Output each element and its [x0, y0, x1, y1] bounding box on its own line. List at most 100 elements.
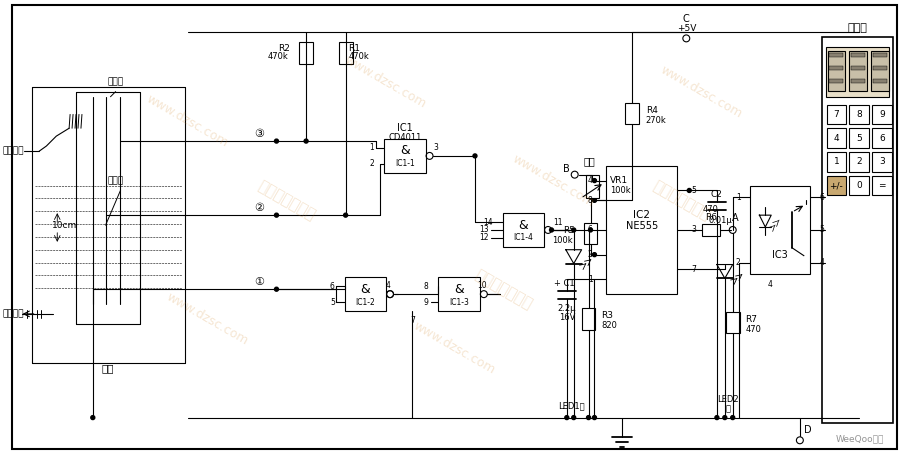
- Text: IC3: IC3: [772, 250, 788, 260]
- Bar: [873, 66, 886, 70]
- Text: 液体入口: 液体入口: [2, 147, 23, 155]
- Circle shape: [304, 139, 308, 143]
- Text: 820: 820: [601, 321, 617, 330]
- Text: 2: 2: [370, 159, 374, 168]
- Text: C: C: [683, 14, 689, 24]
- Text: R2: R2: [278, 44, 291, 53]
- Text: A: A: [733, 213, 739, 223]
- Text: 10cm: 10cm: [51, 221, 76, 230]
- Text: 13: 13: [479, 226, 489, 234]
- Bar: [830, 79, 843, 83]
- Text: 470: 470: [703, 205, 719, 214]
- Text: C2: C2: [711, 190, 723, 199]
- Text: + C1: + C1: [554, 279, 574, 288]
- Bar: [851, 66, 865, 70]
- Bar: [825, 47, 888, 97]
- Text: 470k: 470k: [348, 52, 369, 61]
- Bar: [299, 42, 313, 64]
- Text: 4: 4: [820, 258, 824, 267]
- Text: 0: 0: [856, 181, 862, 190]
- Text: R1: R1: [348, 44, 361, 53]
- Bar: [851, 79, 865, 83]
- Bar: [338, 42, 353, 64]
- Text: 9: 9: [424, 297, 428, 306]
- Text: IC1-1: IC1-1: [395, 159, 415, 168]
- Circle shape: [723, 415, 727, 419]
- Bar: [872, 104, 892, 124]
- Bar: [751, 186, 810, 274]
- Text: R4: R4: [646, 106, 658, 115]
- Circle shape: [715, 415, 719, 419]
- Text: &: &: [400, 144, 410, 158]
- Text: B: B: [563, 164, 571, 174]
- Text: www.dzsc.com: www.dzsc.com: [144, 93, 231, 150]
- Text: 计算器: 计算器: [847, 23, 867, 33]
- Bar: [830, 66, 843, 70]
- Text: 传感器: 传感器: [107, 176, 123, 185]
- Text: 9: 9: [879, 110, 885, 119]
- Text: 1: 1: [736, 193, 741, 202]
- Text: 11: 11: [554, 217, 562, 227]
- Bar: [384, 139, 426, 173]
- Text: VR1: VR1: [610, 176, 628, 185]
- Text: 12: 12: [480, 233, 489, 242]
- Text: 8: 8: [588, 196, 592, 205]
- Text: +/-: +/-: [830, 181, 843, 190]
- Text: 4: 4: [385, 281, 391, 290]
- Text: 3: 3: [433, 143, 438, 153]
- Circle shape: [565, 415, 569, 419]
- Bar: [871, 51, 888, 91]
- Text: R6: R6: [705, 212, 717, 222]
- Bar: [583, 222, 598, 244]
- Text: www.dzsc.com: www.dzsc.com: [342, 53, 428, 111]
- Text: 2: 2: [736, 258, 741, 267]
- Bar: [826, 104, 846, 124]
- Bar: [827, 51, 845, 91]
- Bar: [826, 152, 846, 172]
- Bar: [850, 104, 869, 124]
- Circle shape: [473, 154, 477, 158]
- Text: 4: 4: [768, 280, 773, 289]
- Text: 8: 8: [856, 110, 862, 119]
- Circle shape: [550, 228, 554, 232]
- Circle shape: [344, 213, 347, 217]
- Text: 7: 7: [691, 265, 696, 274]
- Text: R3: R3: [601, 311, 614, 321]
- Bar: [702, 224, 720, 236]
- Text: 3: 3: [691, 226, 696, 234]
- Text: 1: 1: [370, 143, 374, 153]
- Text: 1: 1: [833, 158, 840, 166]
- Text: 1: 1: [588, 275, 592, 284]
- Text: 液槽: 液槽: [102, 363, 114, 373]
- Text: 6: 6: [588, 226, 592, 234]
- Bar: [626, 103, 639, 124]
- Text: IC1-2: IC1-2: [356, 297, 375, 306]
- Text: 5: 5: [330, 297, 335, 306]
- Text: 2: 2: [588, 250, 592, 259]
- Bar: [586, 175, 599, 198]
- Text: 470k: 470k: [267, 52, 288, 61]
- Bar: [872, 176, 892, 195]
- Text: www.dzsc.com: www.dzsc.com: [658, 63, 744, 120]
- Bar: [581, 308, 596, 330]
- Bar: [826, 176, 846, 195]
- Text: R7: R7: [745, 315, 758, 324]
- Text: 维库电子市场网: 维库电子市场网: [472, 267, 535, 312]
- Circle shape: [688, 188, 691, 192]
- Bar: [873, 79, 886, 83]
- Circle shape: [274, 213, 278, 217]
- Text: 100k: 100k: [552, 236, 572, 245]
- Bar: [872, 128, 892, 148]
- Circle shape: [587, 415, 590, 419]
- Bar: [607, 166, 678, 294]
- Text: R5: R5: [562, 226, 575, 235]
- Text: 2.2μ: 2.2μ: [558, 305, 576, 313]
- Text: www.dzsc.com: www.dzsc.com: [164, 290, 250, 348]
- Text: 14: 14: [483, 217, 492, 227]
- Text: 5: 5: [691, 186, 696, 195]
- Text: 4: 4: [588, 176, 592, 185]
- Text: 100k: 100k: [610, 186, 631, 195]
- Text: &: &: [454, 283, 464, 296]
- Bar: [826, 128, 846, 148]
- Bar: [851, 53, 865, 57]
